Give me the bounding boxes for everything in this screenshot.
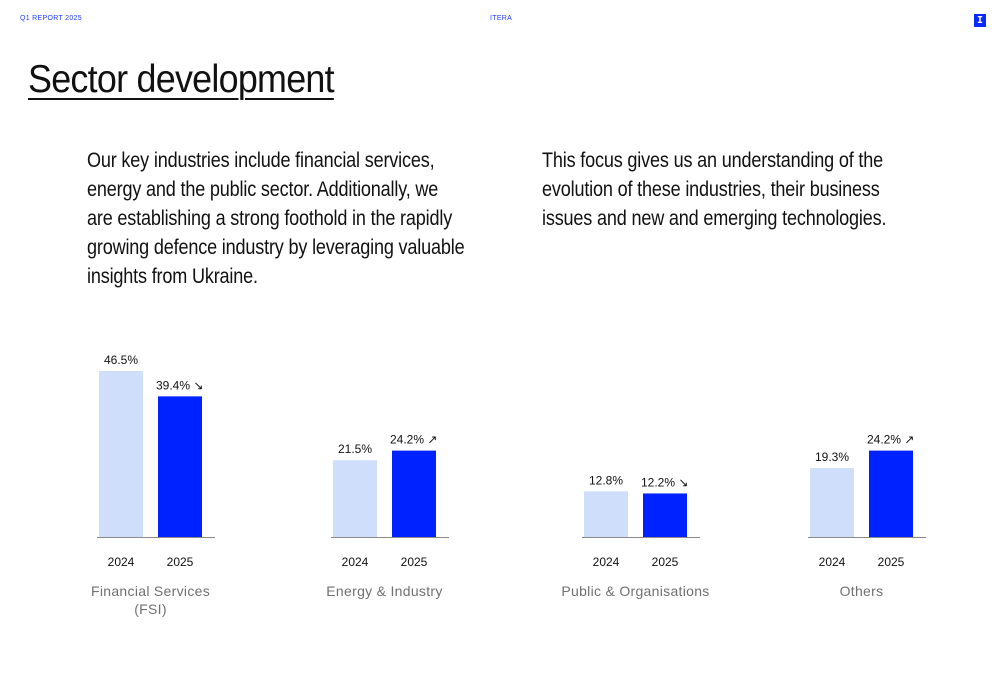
energy-industry-tick-label-2024: 2024 <box>342 555 369 569</box>
public-organisations-bar-2024 <box>584 491 628 537</box>
others-bar-2024 <box>810 468 854 537</box>
others-value-label-2024: 19.3% <box>815 450 849 464</box>
financial-services-fsi-tick-label-2025: 2025 <box>167 555 194 569</box>
others-value-label-2025: 24.2% ↗ <box>867 433 914 447</box>
energy-industry-value-label-2024: 21.5% <box>338 442 372 456</box>
financial-services-fsi-bar-2024 <box>99 371 143 537</box>
financial-services-fsi-category-label: Financial Services <box>91 583 210 599</box>
financial-services-fsi-value-label-2025: 39.4% ↘ <box>156 378 203 392</box>
energy-industry-category-label: Energy & Industry <box>326 583 442 599</box>
report-label: Q1 REPORT 2025 <box>20 15 82 22</box>
public-organisations-tick-label-2025: 2025 <box>652 555 679 569</box>
others-category-label: Others <box>840 583 884 599</box>
financial-services-fsi-category-label: (FSI) <box>134 601 167 617</box>
others-bar-2025 <box>869 450 913 537</box>
energy-industry-bar-2025 <box>392 450 436 537</box>
itera-logo-icon: I <box>974 14 986 27</box>
public-organisations-value-label-2024: 12.8% <box>589 473 623 487</box>
financial-services-fsi-tick-label-2024: 2024 <box>108 555 135 569</box>
energy-industry-value-label-2025: 24.2% ↗ <box>390 433 437 447</box>
public-organisations-value-label-2025: 12.2% ↘ <box>641 475 688 489</box>
public-organisations-tick-label-2024: 2024 <box>593 555 620 569</box>
financial-services-fsi-bar-2025 <box>158 396 202 537</box>
company-name: ITERA <box>490 15 513 22</box>
public-organisations-bar-2025 <box>643 493 687 537</box>
intro-paragraph-right: This focus gives us an understanding of … <box>542 149 887 230</box>
page-title: Sector development <box>28 58 335 101</box>
others-tick-label-2025: 2025 <box>878 555 905 569</box>
public-organisations-category-label: Public & Organisations <box>561 583 709 599</box>
intro-paragraph-left: Our key industries include financial ser… <box>87 149 465 288</box>
energy-industry-tick-label-2025: 2025 <box>401 555 428 569</box>
energy-industry-bar-2024 <box>333 460 377 537</box>
financial-services-fsi-value-label-2024: 46.5% <box>104 353 138 367</box>
others-tick-label-2024: 2024 <box>819 555 846 569</box>
